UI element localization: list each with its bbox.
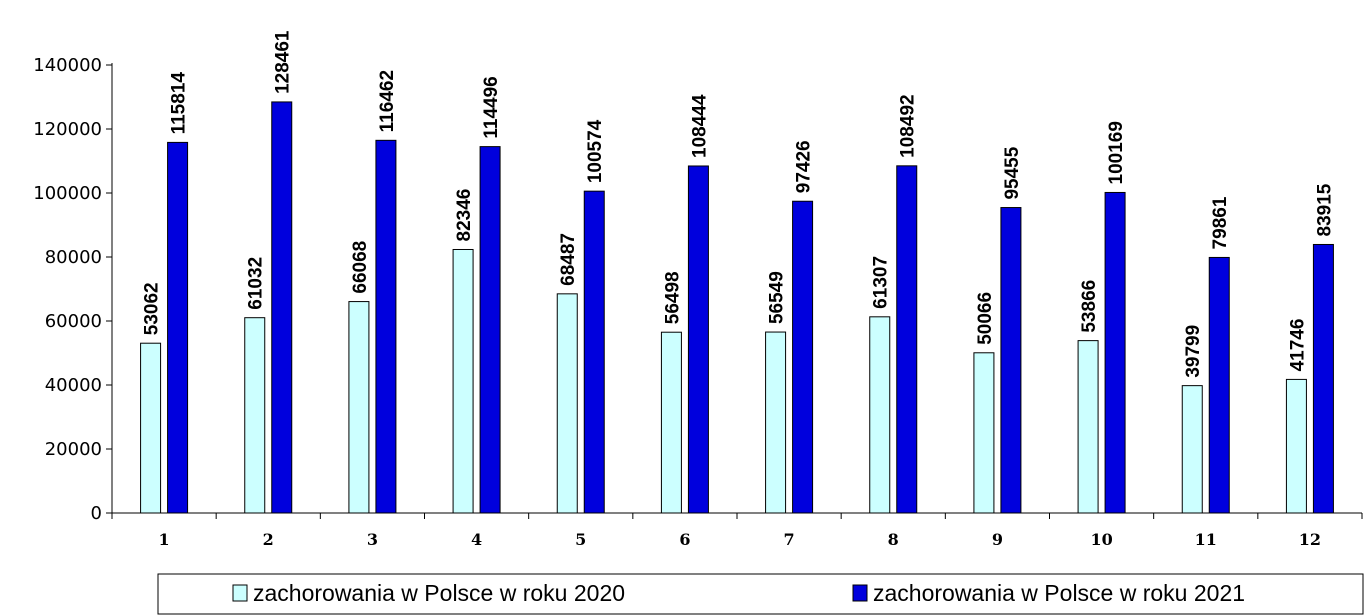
data-label: 68487 xyxy=(558,233,579,286)
y-tick-label: 40000 xyxy=(45,375,102,396)
data-label: 116462 xyxy=(377,70,398,132)
bar-2021-6 xyxy=(687,165,709,514)
x-tick-label: 10 xyxy=(1090,530,1112,549)
legend-swatch-2020 xyxy=(232,584,248,602)
bar-2020-2 xyxy=(244,317,266,514)
data-label: 66068 xyxy=(350,241,371,294)
x-tick-label: 5 xyxy=(575,530,586,549)
x-tick-label: 6 xyxy=(679,530,690,549)
bar-2020-10 xyxy=(1077,340,1099,514)
bar-2021-12 xyxy=(1312,243,1334,514)
y-tick-label: 60000 xyxy=(45,311,102,332)
bar-2021-5 xyxy=(583,190,605,514)
data-label: 83915 xyxy=(1314,183,1335,236)
x-tick-label: 3 xyxy=(367,530,378,549)
data-labels: 53062 115814 61032 128461 66068 116462 82346 11… xyxy=(142,30,1336,378)
bar-2020-3 xyxy=(348,301,370,514)
bar-2021-7 xyxy=(792,200,814,514)
y-tick-label: 0 xyxy=(91,503,102,524)
legend-box xyxy=(157,573,1364,615)
bar-2021-9 xyxy=(1000,207,1022,514)
bar-2020-5 xyxy=(556,293,578,514)
legend-label-2020: zachorowania w Polsce w roku 2020 xyxy=(253,580,625,606)
data-label: 97426 xyxy=(794,140,815,193)
legend-label-2021: zachorowania w Polsce w roku 2021 xyxy=(873,580,1245,606)
y-tick-label: 140000 xyxy=(33,55,102,76)
x-axis: 1 2 3 4 5 6 7 8 9 10 11 12 xyxy=(111,512,1363,549)
data-label: 115814 xyxy=(169,72,190,135)
legend-swatch-2021 xyxy=(852,584,868,602)
bar-2021-4 xyxy=(479,146,501,514)
x-tick-label: 8 xyxy=(888,530,899,549)
bars xyxy=(140,101,1334,514)
legend: zachorowania w Polsce w roku 2020 zachor… xyxy=(157,573,1364,615)
bar-2020-11 xyxy=(1181,385,1203,514)
data-label: 41746 xyxy=(1287,319,1308,372)
data-label: 56498 xyxy=(662,271,683,324)
data-label: 56549 xyxy=(767,271,788,324)
bar-2020-8 xyxy=(869,316,891,514)
bar-2021-10 xyxy=(1104,191,1126,514)
data-label: 53866 xyxy=(1079,280,1100,333)
x-tick-label: 2 xyxy=(263,530,274,549)
y-tick-label: 120000 xyxy=(33,119,102,140)
bar-2020-1 xyxy=(140,342,162,514)
bar-2021-8 xyxy=(896,165,918,514)
bar-2021-1 xyxy=(167,141,189,514)
data-label: 39799 xyxy=(1183,325,1204,378)
bar-2020-4 xyxy=(452,248,474,514)
bar-2020-12 xyxy=(1285,378,1307,514)
data-label: 114496 xyxy=(481,76,502,138)
x-tick-label: 4 xyxy=(471,530,482,549)
bar-2020-6 xyxy=(660,331,682,514)
data-label: 128461 xyxy=(273,30,294,94)
data-label: 61307 xyxy=(871,256,892,309)
x-tick-label: 12 xyxy=(1299,530,1321,549)
data-label: 100169 xyxy=(1106,121,1127,184)
data-label: 108492 xyxy=(898,94,919,157)
x-tick-label: 9 xyxy=(992,530,1003,549)
x-tick-label: 1 xyxy=(159,530,170,549)
data-label: 82346 xyxy=(454,189,475,242)
data-label: 95455 xyxy=(1002,146,1023,199)
data-label: 61032 xyxy=(246,257,267,310)
y-tick-label: 20000 xyxy=(45,439,102,460)
data-label: 53062 xyxy=(142,282,163,335)
bar-2021-3 xyxy=(375,139,397,514)
y-tick-label: 80000 xyxy=(45,247,102,268)
bar-2020-9 xyxy=(973,352,995,514)
data-label: 79861 xyxy=(1210,196,1231,249)
data-label: 108444 xyxy=(689,94,710,158)
x-tick-label: 11 xyxy=(1195,530,1217,549)
y-tick-label: 100000 xyxy=(33,183,102,204)
data-label: 50066 xyxy=(975,292,996,345)
y-axis: 0 20000 40000 60000 80000 100000 120000 140000 xyxy=(33,55,113,524)
bar-2021-2 xyxy=(271,101,293,514)
bar-2021-11 xyxy=(1208,256,1230,514)
bar-2020-7 xyxy=(765,331,787,514)
x-tick-label: 7 xyxy=(784,530,795,549)
data-label: 100574 xyxy=(585,119,606,183)
